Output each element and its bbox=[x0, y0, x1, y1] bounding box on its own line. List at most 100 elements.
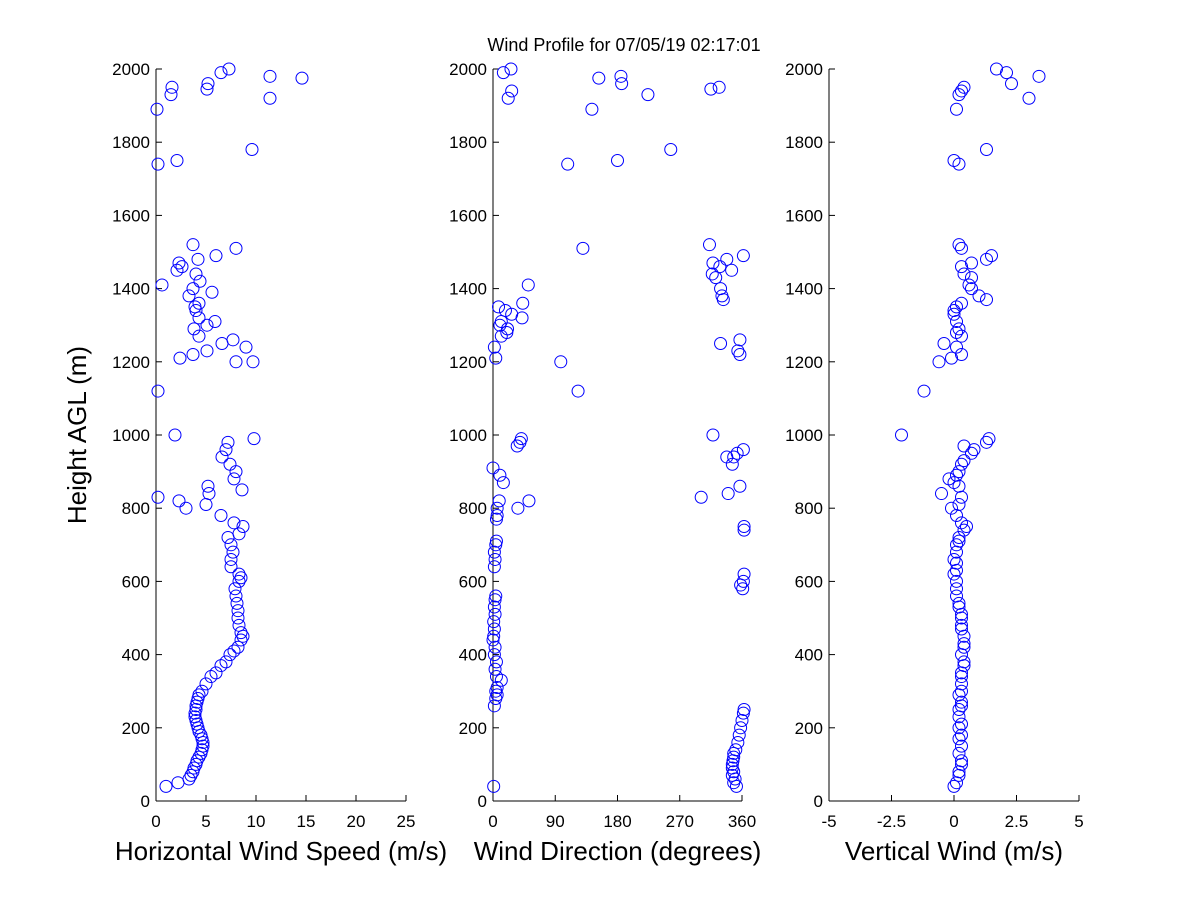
data-point bbox=[737, 703, 751, 716]
data-point bbox=[955, 739, 968, 753]
data-point bbox=[188, 710, 202, 724]
data-point bbox=[950, 589, 963, 603]
data-point bbox=[222, 62, 236, 76]
data-point bbox=[171, 776, 185, 790]
panel-horizontal-wind-speed: 0 200 400 600 800 1000 1200 1400 1600 1800 2000 0 5 1… bbox=[112, 60, 447, 866]
y-tick-label: 2000 bbox=[785, 60, 823, 79]
data-point bbox=[192, 311, 206, 325]
data-point bbox=[514, 432, 528, 446]
data-point bbox=[732, 728, 746, 742]
data-point bbox=[501, 91, 515, 105]
data-point bbox=[952, 596, 966, 610]
data-point bbox=[955, 347, 968, 361]
data-point bbox=[957, 637, 971, 651]
x-tick-label: 15 bbox=[297, 812, 316, 831]
data-point bbox=[611, 154, 624, 167]
data-point bbox=[263, 91, 277, 105]
data-point bbox=[664, 143, 678, 157]
data-point bbox=[159, 779, 173, 793]
data-point bbox=[955, 684, 968, 698]
data-point bbox=[186, 347, 200, 361]
data-point bbox=[725, 761, 739, 775]
data-point bbox=[209, 249, 223, 263]
data-point bbox=[955, 648, 968, 662]
data-point bbox=[980, 293, 993, 307]
data-point bbox=[199, 498, 213, 512]
data-point bbox=[952, 530, 966, 544]
data-point bbox=[219, 655, 233, 669]
data-point bbox=[522, 494, 536, 508]
data-point bbox=[955, 241, 968, 255]
data-point bbox=[709, 271, 723, 285]
data-point bbox=[957, 267, 971, 281]
y-tick-label: 1800 bbox=[449, 133, 487, 152]
y-tick-label: 1600 bbox=[112, 206, 150, 225]
y-tick-label: 800 bbox=[795, 499, 823, 518]
data-point bbox=[229, 355, 243, 369]
y-tick-label: 800 bbox=[122, 499, 150, 518]
data-point bbox=[950, 102, 963, 116]
data-point bbox=[736, 582, 750, 596]
data-point bbox=[641, 88, 655, 102]
data-point bbox=[190, 754, 204, 768]
data-point bbox=[208, 315, 222, 329]
data-point bbox=[493, 468, 507, 482]
y-tick-label: 0 bbox=[141, 792, 150, 811]
data-point bbox=[189, 267, 203, 281]
x-tick-label: 0 bbox=[151, 812, 160, 831]
data-point bbox=[952, 465, 966, 479]
data-point bbox=[955, 728, 968, 742]
data-point bbox=[224, 538, 238, 552]
data-point bbox=[164, 88, 178, 102]
data-point bbox=[195, 684, 209, 698]
data-point bbox=[585, 102, 599, 116]
data-point bbox=[706, 256, 720, 270]
y-tick-label: 1200 bbox=[449, 353, 487, 372]
data-point bbox=[214, 509, 228, 523]
data-point bbox=[1000, 66, 1013, 80]
x-tick-label: 270 bbox=[666, 812, 694, 831]
data-point bbox=[952, 534, 966, 548]
data-point bbox=[571, 384, 585, 398]
y-tick-label: 0 bbox=[478, 792, 487, 811]
data-point bbox=[229, 241, 243, 255]
data-point bbox=[734, 721, 748, 735]
data-point bbox=[151, 157, 165, 171]
data-point bbox=[947, 779, 961, 793]
data-point bbox=[1032, 69, 1046, 83]
x-tick-label: 360 bbox=[728, 812, 756, 831]
data-point bbox=[733, 333, 747, 347]
y-tick-label: 1800 bbox=[785, 133, 823, 152]
data-point bbox=[521, 278, 535, 292]
data-point bbox=[224, 552, 238, 566]
data-point bbox=[950, 468, 963, 482]
data-point bbox=[165, 80, 179, 94]
y-tick-label: 400 bbox=[795, 646, 823, 665]
data-point bbox=[498, 304, 512, 318]
data-point bbox=[727, 450, 741, 464]
data-point bbox=[227, 644, 241, 658]
data-point bbox=[721, 487, 735, 501]
data-point bbox=[227, 472, 241, 486]
y-tick-label: 0 bbox=[814, 792, 823, 811]
data-point bbox=[232, 618, 246, 632]
data-point bbox=[737, 520, 751, 533]
data-point bbox=[488, 662, 502, 676]
x-tick-label: -5 bbox=[821, 812, 836, 831]
data-point bbox=[727, 750, 741, 764]
data-point bbox=[955, 622, 968, 636]
data-point bbox=[228, 582, 242, 596]
data-point bbox=[985, 249, 998, 263]
data-point bbox=[214, 66, 228, 80]
data-point bbox=[205, 285, 219, 299]
y-tick-label: 2000 bbox=[449, 60, 487, 79]
data-point bbox=[706, 428, 720, 442]
data-point bbox=[487, 779, 501, 793]
data-point bbox=[947, 567, 961, 581]
data-point bbox=[196, 739, 210, 753]
data-point bbox=[702, 238, 716, 252]
data-point bbox=[490, 509, 504, 523]
data-point bbox=[952, 322, 966, 336]
data-point bbox=[720, 252, 734, 266]
data-point bbox=[186, 282, 200, 296]
